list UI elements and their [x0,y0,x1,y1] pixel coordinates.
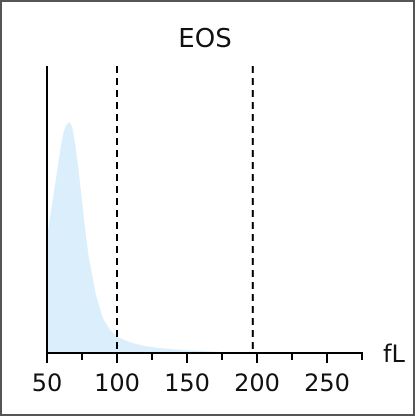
x-tick-label-250: 250 [304,369,350,397]
x-tick-label-200: 200 [234,369,280,397]
x-axis-unit-label: fL [383,340,405,368]
chart-title: EOS [178,24,231,54]
x-tick-label-150: 150 [164,369,210,397]
x-tick-label-50: 50 [32,369,63,397]
x-tick-label-100: 100 [94,369,140,397]
distribution-area-0 [47,122,229,353]
